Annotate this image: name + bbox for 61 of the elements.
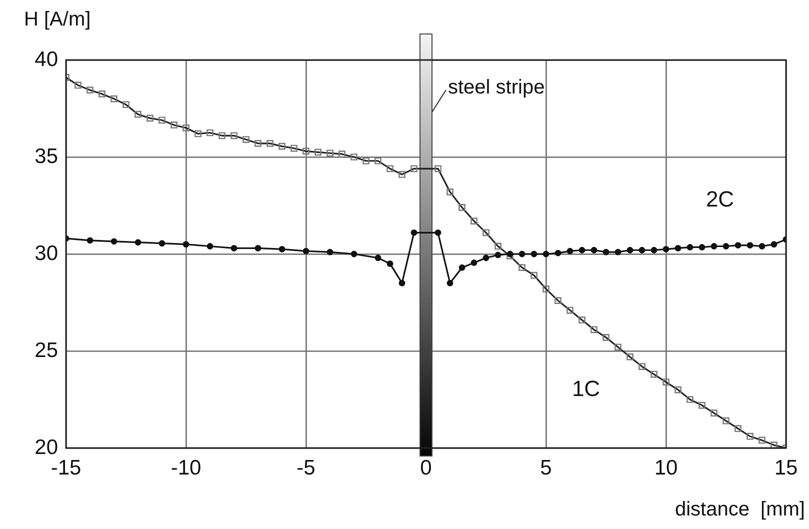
x-axis-title: distance [mm] (674, 498, 805, 521)
point (662, 246, 670, 252)
point (734, 242, 742, 248)
y-tick-label: 25 (34, 338, 58, 362)
point (434, 229, 442, 236)
y-tick-label: 30 (34, 242, 58, 265)
point (230, 244, 238, 252)
x-tick-label: -5 (296, 456, 316, 480)
point (578, 246, 586, 254)
y-tick-label: 20 (34, 436, 58, 459)
point (650, 246, 658, 254)
series-label: 1C (572, 376, 600, 402)
point (386, 260, 394, 267)
point (86, 237, 94, 244)
y-tick-label: 35 (34, 144, 58, 168)
point (206, 243, 214, 250)
point (410, 229, 418, 236)
point (638, 246, 646, 254)
point (398, 280, 406, 286)
point (758, 243, 766, 250)
x-tick-label: 10 (654, 456, 678, 480)
point (350, 250, 358, 258)
point (626, 246, 634, 254)
point (254, 244, 262, 252)
x-tick-label: -10 (170, 456, 202, 480)
point (182, 241, 190, 248)
point (470, 260, 478, 266)
point (770, 241, 778, 248)
point (698, 244, 706, 250)
point (590, 246, 598, 254)
point (566, 248, 574, 254)
x-tick-label: 0 (420, 456, 432, 480)
point (458, 264, 466, 271)
band-label: steel stripe (448, 76, 545, 99)
x-tick-label: 15 (774, 456, 798, 480)
point (374, 254, 382, 262)
point (110, 238, 118, 245)
point (542, 250, 550, 258)
series-label: 2C (706, 186, 734, 212)
point (134, 239, 142, 246)
point (554, 250, 562, 256)
y-tick-label: 40 (34, 48, 58, 71)
point (278, 246, 286, 252)
point (614, 248, 622, 256)
point (530, 250, 538, 258)
point (302, 248, 310, 254)
point (722, 243, 730, 250)
x-tick-label: 5 (540, 456, 552, 480)
point (686, 244, 694, 250)
point (446, 280, 454, 286)
point (674, 244, 682, 252)
point (158, 240, 166, 247)
y-axis-title: H [A/m] (24, 8, 91, 31)
x-tick-label: -15 (50, 456, 82, 480)
point (602, 248, 610, 256)
point (326, 248, 334, 256)
point (494, 252, 502, 258)
point (482, 254, 490, 262)
point (710, 243, 718, 250)
point (746, 242, 754, 248)
point (518, 250, 526, 258)
